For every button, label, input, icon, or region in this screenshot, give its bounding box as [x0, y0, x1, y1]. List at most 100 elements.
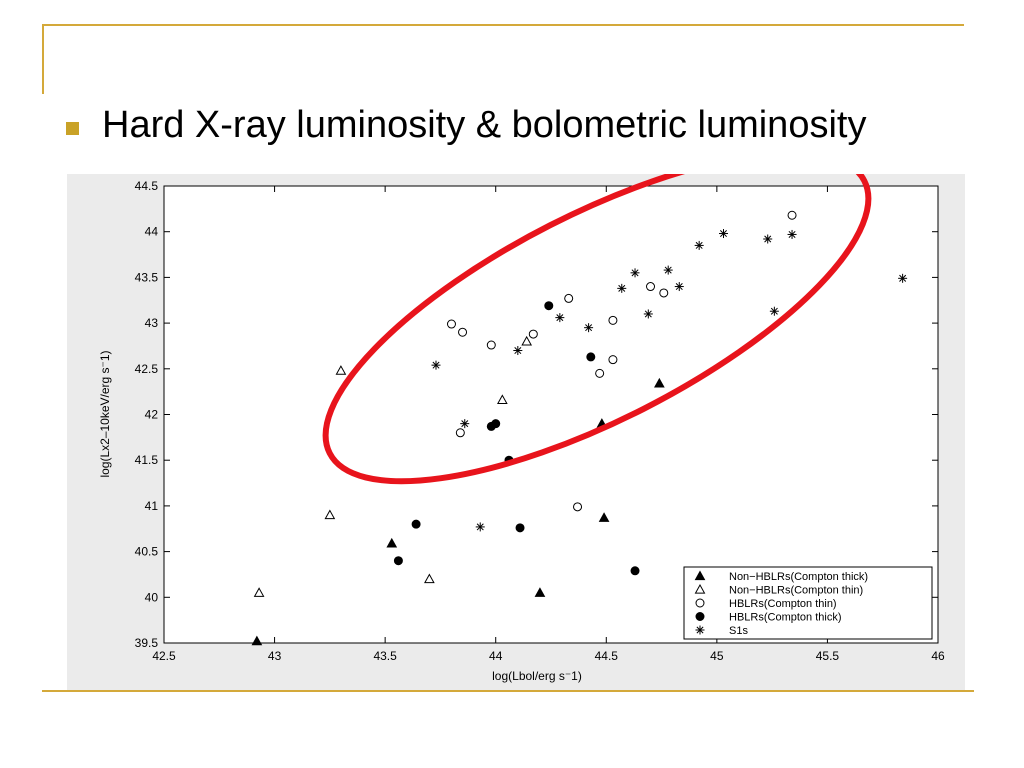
star-stroke: [631, 269, 639, 277]
y-tick-label: 40.5: [135, 545, 159, 559]
data-point: [694, 240, 704, 250]
data-point: [787, 229, 797, 239]
x-tick-label: 45.5: [816, 649, 840, 663]
data-point: [544, 301, 554, 311]
legend-label: Non−HBLRs(Compton thin): [729, 585, 863, 597]
data-point: [386, 537, 398, 548]
data-point: [674, 282, 684, 292]
data-point: [431, 360, 441, 370]
x-tick-label: 44.5: [595, 649, 619, 663]
data-point: [486, 340, 496, 350]
star-stroke: [556, 314, 564, 322]
star-stroke: [770, 307, 778, 315]
slide-frame-top: [42, 24, 964, 26]
y-tick-label: 41.5: [135, 453, 159, 467]
data-point: [663, 265, 673, 275]
data-point: [718, 229, 728, 239]
data-point: [496, 394, 508, 404]
data-point: [586, 352, 596, 362]
star-stroke: [695, 241, 703, 249]
legend-marker: [694, 583, 706, 594]
star-stroke: [899, 274, 907, 282]
data-point: [630, 268, 640, 278]
data-point: [521, 335, 533, 346]
bullet-square-icon: [66, 122, 79, 135]
highlight-ellipse: [322, 149, 872, 485]
data-point: [763, 234, 773, 244]
data-point: [528, 329, 538, 339]
x-tick-label: 42.5: [152, 649, 176, 663]
x-tick-label: 44: [489, 649, 503, 663]
x-tick-label: 43: [268, 649, 282, 663]
legend-marker: [695, 598, 705, 608]
data-point: [617, 283, 627, 293]
star-stroke: [476, 523, 484, 531]
legend-marker: [694, 570, 706, 581]
y-tick-label: 42.5: [135, 362, 159, 376]
x-tick-label: 43.5: [373, 649, 397, 663]
data-point: [393, 556, 403, 566]
slide-title: Hard X-ray luminosity & bolometric lumin…: [102, 104, 867, 146]
scatter-chart: 42.5 43 43.5 44 44.5 45 45.5 46 39.5 40 40.5 41 41.5…: [67, 149, 965, 690]
y-tick-label: 41: [145, 499, 159, 513]
data-point: [584, 323, 594, 333]
star-stroke: [675, 283, 683, 291]
chart-svg: 42.5 43 43.5 44 44.5 45 45.5 46 39.5 40 40.5 41 41.5…: [67, 149, 965, 690]
y-tick-label: 44: [145, 225, 159, 239]
x-tick-label: 45: [710, 649, 724, 663]
data-point: [411, 519, 421, 529]
data-point: [608, 355, 618, 365]
data-point: [455, 428, 465, 438]
legend-label: S1s: [729, 625, 748, 637]
y-tick-label: 43: [145, 316, 159, 330]
data-point: [253, 587, 265, 597]
data-point: [534, 587, 546, 597]
legend-label: Non−HBLRs(Compton thick): [729, 571, 868, 583]
data-point: [251, 635, 263, 646]
legend-marker: [695, 612, 705, 621]
data-point: [630, 566, 640, 576]
slide-frame-bottom: [42, 690, 974, 692]
legend: Non−HBLRs(Compton thick) Non−HBLRs(Compto…: [683, 566, 933, 640]
data-point: [491, 419, 501, 429]
data-point: [564, 293, 574, 303]
series-2: [446, 210, 797, 512]
data-point: [515, 523, 525, 533]
legend-marker: [695, 625, 705, 635]
series-0: [251, 377, 665, 646]
data-point: [787, 210, 797, 220]
slide-frame-left: [42, 24, 44, 94]
data-point: [573, 502, 583, 512]
data-point: [659, 288, 669, 298]
y-tick-label: 44.5: [135, 179, 159, 193]
data-point: [335, 365, 347, 375]
star-stroke: [664, 266, 672, 274]
data-point: [324, 509, 336, 520]
star-stroke: [644, 310, 652, 318]
y-tick-label: 40: [145, 590, 159, 604]
star-stroke: [618, 284, 626, 292]
data-points: [251, 210, 908, 646]
y-axis-label: log(Lx2–10keV/erg s⁻1): [98, 350, 112, 477]
series-1: [253, 335, 533, 597]
star-stroke: [432, 361, 440, 369]
legend-label: HBLRs(Compton thin): [729, 598, 837, 610]
star-stroke: [514, 347, 522, 355]
series-4: [431, 229, 908, 532]
star-stroke: [461, 420, 469, 428]
y-tick-label: 39.5: [135, 636, 159, 650]
star-stroke: [788, 230, 796, 238]
data-point: [460, 419, 470, 429]
data-point: [654, 377, 665, 388]
data-point: [646, 282, 656, 292]
x-axis-label: log(Lbol/erg s⁻1): [492, 669, 582, 683]
star-stroke: [719, 230, 727, 238]
data-point: [608, 315, 618, 325]
data-point: [424, 573, 435, 584]
data-point: [598, 512, 610, 522]
y-tick-label: 43.5: [135, 270, 159, 284]
x-tick-label: 46: [931, 649, 945, 663]
star-stroke: [696, 626, 704, 634]
data-point: [898, 273, 908, 283]
star-stroke: [585, 324, 593, 332]
